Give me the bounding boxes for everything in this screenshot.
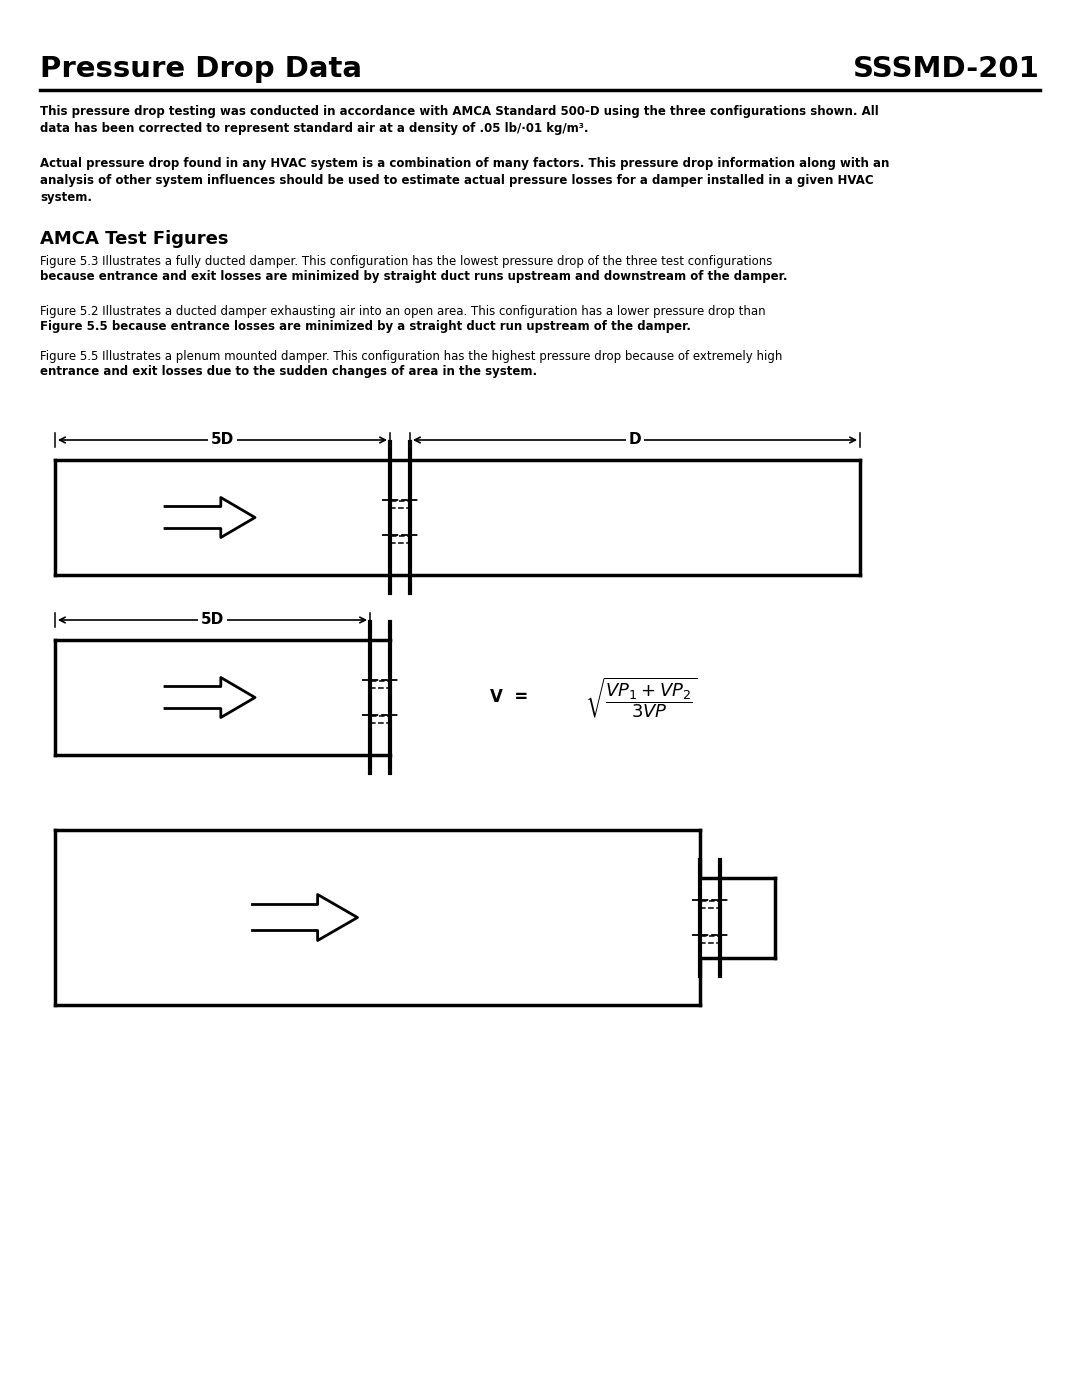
Text: entrance and exit losses due to the sudden changes of area in the system.: entrance and exit losses due to the sudd… (40, 365, 537, 379)
Text: because entrance and exit losses are minimized by straight duct runs upstream an: because entrance and exit losses are min… (40, 270, 787, 284)
Text: This pressure drop testing was conducted in accordance with AMCA Standard 500-D : This pressure drop testing was conducted… (40, 105, 879, 136)
Text: Figure 5.3 Illustrates a fully ducted damper. This configuration has the lowest : Figure 5.3 Illustrates a fully ducted da… (40, 256, 772, 268)
Text: $\sqrt{\dfrac{VP_1 + VP_2}{3VP}}$: $\sqrt{\dfrac{VP_1 + VP_2}{3VP}}$ (585, 675, 698, 719)
Text: Figure 5.5 because entrance losses are minimized by a straight duct run upstream: Figure 5.5 because entrance losses are m… (40, 320, 691, 332)
Text: Actual pressure drop found in any HVAC system is a combination of many factors. : Actual pressure drop found in any HVAC s… (40, 156, 889, 204)
Text: SSSMD-201: SSSMD-201 (853, 54, 1040, 82)
Bar (390, 536, 410, 543)
Bar (370, 680, 390, 687)
Bar (700, 936, 720, 943)
Text: Figure 5.5 Illustrates a plenum mounted damper. This configuration has the highe: Figure 5.5 Illustrates a plenum mounted … (40, 351, 782, 363)
Text: 5D: 5D (201, 612, 225, 627)
Text: D: D (629, 433, 642, 447)
Text: V  =: V = (490, 689, 528, 707)
Text: 5D: 5D (211, 433, 234, 447)
Text: Figure 5.2 Illustrates a ducted damper exhausting air into an open area. This co: Figure 5.2 Illustrates a ducted damper e… (40, 305, 766, 319)
Bar (390, 502, 410, 509)
Text: AMCA Test Figures: AMCA Test Figures (40, 231, 229, 249)
Bar (700, 901, 720, 908)
Text: Pressure Drop Data: Pressure Drop Data (40, 54, 362, 82)
Bar (370, 717, 390, 724)
